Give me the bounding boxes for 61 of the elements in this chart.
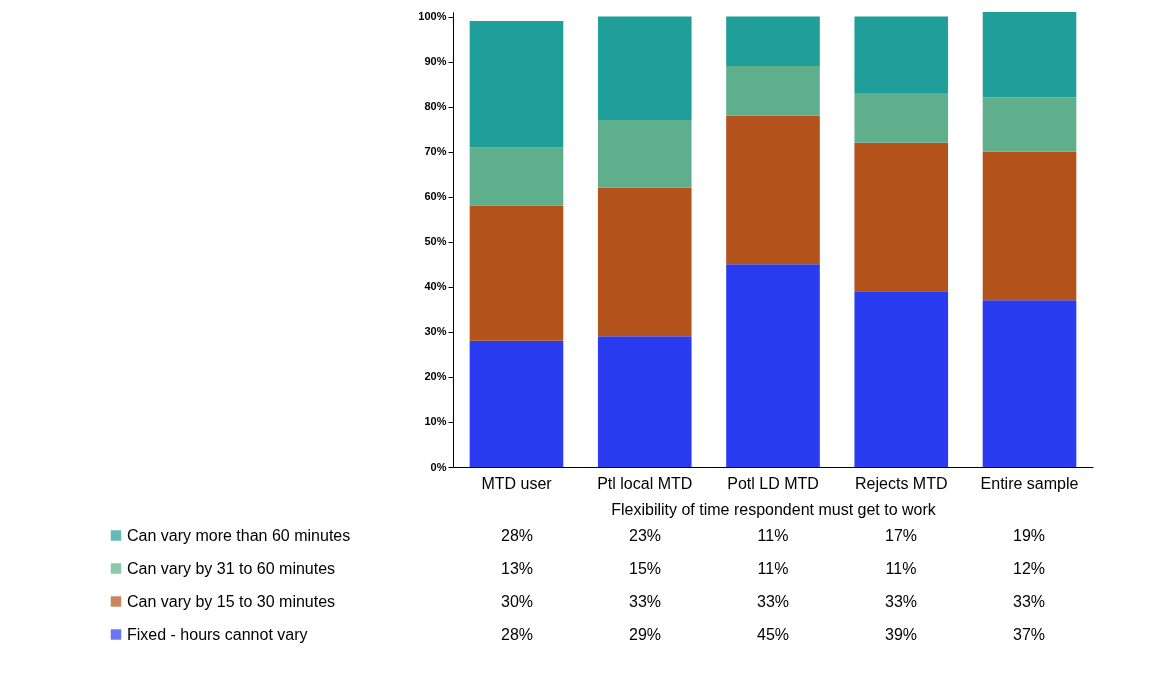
data-label: 11%	[885, 559, 917, 577]
legend-label: Can vary more than 60 minutes	[127, 526, 351, 544]
data-label: 12%	[1012, 559, 1046, 577]
data-label: 19%	[1012, 526, 1046, 544]
data-label: 29%	[628, 625, 662, 643]
data-label: 15%	[628, 559, 662, 577]
bar	[469, 21, 564, 148]
data-label: 28%	[500, 625, 534, 643]
bar	[597, 16, 692, 121]
y-tick-label: 100%	[418, 10, 447, 22]
y-tick-label: 40%	[424, 280, 447, 293]
x-axis-title: Flexibility of time respondent must get to work	[611, 500, 937, 518]
x-tick-label: Ptl local MTD	[597, 474, 693, 492]
data-label: 45%	[756, 625, 790, 643]
data-label: 13%	[500, 559, 534, 577]
bar	[597, 336, 692, 467]
bar	[982, 151, 1077, 301]
data-label: 37%	[1012, 625, 1046, 643]
y-tick-label: 80%	[424, 100, 447, 113]
data-label: 33%	[884, 592, 918, 610]
bar	[597, 120, 692, 188]
bar	[597, 187, 692, 337]
legend-label: Can vary by 15 to 30 minutes	[127, 592, 336, 610]
data-label: 33%	[1012, 592, 1046, 610]
bar	[726, 115, 820, 265]
y-tick-label: 70%	[424, 145, 447, 158]
y-tick-label: 90%	[424, 55, 447, 68]
data-label: 17%	[884, 526, 918, 544]
bar	[982, 97, 1077, 152]
bar	[854, 142, 949, 292]
bar	[982, 12, 1077, 98]
bar	[854, 93, 949, 143]
x-tick-label: Potl LD MTD	[727, 474, 819, 492]
data-label: 39%	[884, 625, 918, 643]
bar	[469, 147, 564, 206]
data-label: 11%	[757, 526, 789, 544]
y-tick-label: 60%	[424, 190, 447, 203]
bar	[982, 300, 1077, 467]
bar	[854, 291, 949, 467]
legend-label: Fixed - hours cannot vary	[127, 625, 308, 643]
x-tick-label: Rejects MTD	[855, 474, 948, 492]
y-tick-label: 0%	[430, 460, 447, 473]
bar	[726, 264, 820, 467]
data-label: 11%	[757, 559, 789, 577]
bar	[726, 66, 820, 116]
data-label: 30%	[500, 592, 534, 610]
y-tick-label: 50%	[424, 235, 447, 248]
y-tick-label: 10%	[424, 415, 447, 428]
bar	[854, 16, 949, 94]
x-tick-label: Entire sample	[980, 474, 1079, 492]
data-label: 23%	[628, 526, 662, 544]
bar	[469, 205, 564, 341]
data-label: 28%	[500, 526, 534, 544]
y-tick-label: 30%	[424, 325, 447, 338]
data-label: 33%	[628, 592, 662, 610]
bar	[469, 340, 564, 467]
legend-label: Can vary by 31 to 60 minutes	[127, 559, 336, 577]
bar	[726, 16, 820, 67]
x-tick-label: MTD user	[481, 474, 553, 492]
data-label: 33%	[756, 592, 790, 610]
y-tick-label: 20%	[424, 370, 447, 383]
